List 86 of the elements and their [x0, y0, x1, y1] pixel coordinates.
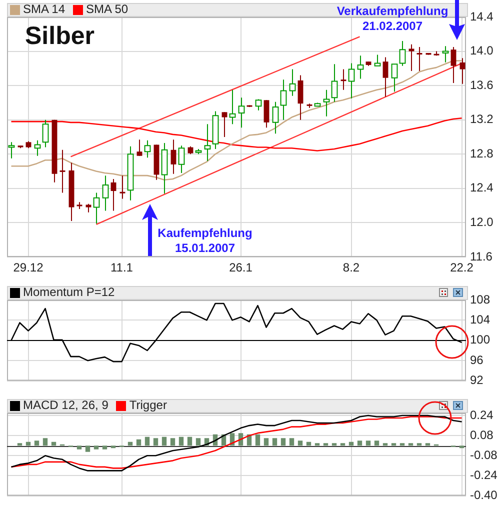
candlestick [136, 139, 142, 156]
candlestick [382, 56, 388, 98]
bar [128, 442, 133, 446]
bar [366, 440, 371, 446]
bar [255, 434, 260, 446]
y-tick-label: 0.08 [470, 428, 494, 442]
y-tick-label: -0.08 [470, 448, 498, 462]
candlestick [222, 112, 228, 138]
annotation: Verkaufempfehlung 21.02.2007 [336, 4, 450, 34]
bar [187, 436, 192, 446]
y-tick-label: 12.0 [470, 215, 494, 230]
bar [298, 440, 303, 446]
y-tick-label: 11.6 [470, 249, 493, 264]
bar [34, 440, 40, 446]
x-tick-label: 8.2 [342, 260, 360, 275]
y-tick-label: 12.8 [470, 146, 494, 160]
bar [408, 443, 414, 446]
bar [459, 446, 464, 448]
bar [289, 438, 294, 446]
x-tick-label: 11.1 [110, 260, 134, 275]
bar [374, 440, 380, 446]
bar [391, 443, 396, 446]
candlestick [450, 46, 456, 84]
candlestick [298, 74, 304, 120]
bar [196, 438, 201, 446]
bar [400, 443, 405, 446]
bar [272, 438, 278, 446]
y-tick-label: 13.6 [470, 78, 494, 92]
bar [332, 443, 337, 446]
bar [17, 443, 22, 446]
candlestick [416, 46, 422, 72]
bar [323, 443, 328, 446]
bar [110, 446, 116, 448]
candlestick [460, 58, 466, 84]
bar [280, 438, 286, 446]
bar [94, 446, 99, 450]
legend-label: SMA 14 [23, 2, 66, 16]
bar [416, 443, 422, 446]
y-tick-label: 104 [470, 312, 490, 327]
chart-title: Silber [25, 22, 94, 51]
bar [348, 442, 354, 446]
bar [340, 443, 346, 446]
bar [357, 440, 362, 446]
bar [136, 439, 142, 446]
bar [102, 446, 108, 450]
y-tick-label: 100 [470, 332, 490, 347]
bar [162, 436, 167, 446]
bar [85, 446, 90, 452]
bar [382, 443, 388, 446]
annotation: Kaufempfehlung 15.01.2007 [156, 226, 254, 256]
bar [42, 438, 48, 446]
y-tick-label: -0.24 [470, 468, 498, 482]
bar [170, 438, 176, 446]
legend-label: MACD 12, 26, 9 [23, 398, 108, 412]
y-tick-label: -0.40 [470, 488, 498, 502]
bar [264, 438, 269, 446]
candlestick [170, 139, 176, 174]
y-tick-label: 92 [470, 373, 484, 388]
y-tick-label: 13.2 [470, 112, 494, 126]
y-tick-label: 14.4 [470, 9, 494, 24]
candlestick [110, 178, 116, 212]
candlestick [120, 175, 126, 200]
candlestick [60, 149, 66, 194]
y-tick-label: 96 [470, 352, 484, 367]
bar [425, 443, 430, 446]
bar [178, 436, 184, 446]
bar [76, 446, 82, 450]
bar [314, 443, 320, 446]
candlestick [264, 100, 270, 128]
candlestick [340, 68, 346, 90]
legend-label: SMA 50 [86, 2, 128, 16]
legend-label: Momentum P=12 [23, 285, 115, 299]
bar [306, 442, 312, 446]
y-tick-label: 108 [470, 292, 490, 306]
candlestick [408, 44, 414, 72]
y-tick-label: 0.24 [470, 408, 494, 422]
bar [144, 436, 150, 446]
bar [51, 442, 56, 446]
bar [26, 442, 31, 446]
x-tick-label: 22.2 [450, 260, 474, 275]
bar [153, 438, 158, 446]
y-tick-label: 12.4 [470, 180, 494, 195]
x-tick-label: 26.1 [229, 260, 253, 275]
y-tick-label: 14.0 [470, 44, 494, 58]
x-tick-label: 29.12 [13, 260, 44, 275]
legend-label: Trigger [129, 398, 167, 412]
